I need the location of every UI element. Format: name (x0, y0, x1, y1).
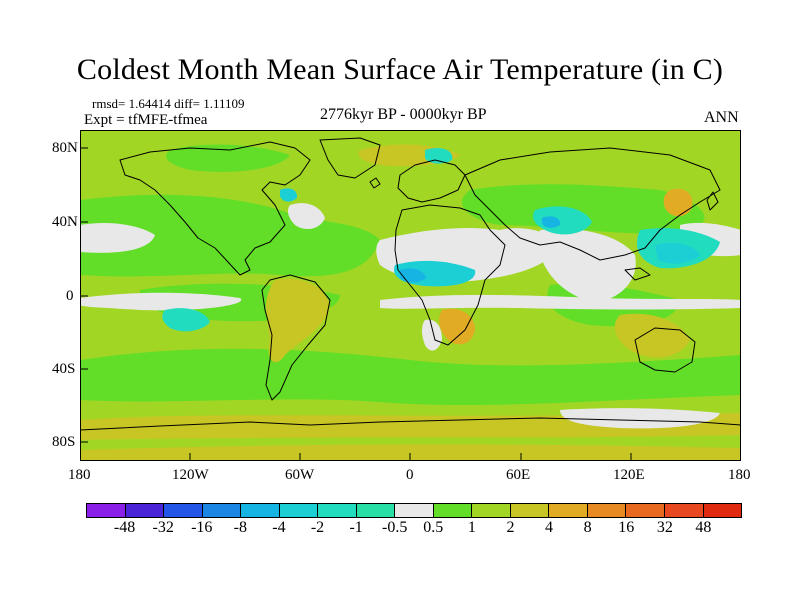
lon-ticks (189, 453, 632, 461)
colorbar-swatch (472, 504, 511, 517)
lat-ticks (80, 147, 88, 443)
lat-label-80s: 80S (52, 434, 76, 450)
temperature-map (80, 130, 741, 461)
colorbar (86, 503, 742, 518)
colorbar-swatch (241, 504, 280, 517)
lon-label-120w: 120W (172, 467, 209, 483)
lon-label-180-east: 180 (728, 467, 751, 483)
experiment-label: Expt = tfMFE-tfmea (84, 112, 208, 128)
colorbar-label: -8 (233, 519, 248, 536)
field-green-zones (80, 144, 741, 405)
colorbar-swatch (664, 504, 704, 517)
colorbar-label: -4 (272, 519, 286, 536)
colorbar-swatch (626, 504, 665, 517)
colorbar-label: 2 (506, 519, 515, 536)
stats-label: rmsd= 1.64414 diff= 1.11109 (92, 96, 245, 111)
lat-label-40s: 40S (52, 361, 76, 377)
colorbar-swatch (395, 504, 434, 517)
colorbar-label: 48 (695, 519, 712, 536)
lat-label-80n: 80N (52, 140, 78, 156)
field-blue-zones (400, 216, 561, 283)
lon-label-180-west: 180 (68, 467, 91, 483)
colorbar-label: -1 (349, 519, 363, 536)
colorbar-label: -2 (310, 519, 325, 536)
colorbar-label: 16 (618, 519, 635, 536)
lon-label-60e: 60E (506, 467, 531, 483)
colorbar-swatch (202, 504, 242, 517)
colorbar-swatch (510, 504, 550, 517)
colorbar-label: 8 (583, 519, 592, 536)
colorbar-label: 1 (467, 519, 476, 536)
colorbar-label: 0.5 (423, 519, 444, 536)
colorbar-swatch (356, 504, 396, 517)
colorbar-swatch (318, 504, 357, 517)
colorbar-swatch (164, 504, 203, 517)
colorbar-swatch (87, 504, 126, 517)
colorbar-label: -48 (113, 519, 136, 536)
plot-title: Coldest Month Mean Surface Air Temperatu… (76, 53, 724, 86)
colorbar-swatch (549, 504, 588, 517)
lon-label-0: 0 (406, 467, 414, 483)
coastlines (80, 137, 741, 431)
colorbar-label: 32 (656, 519, 673, 536)
colorbar-swatch (703, 504, 742, 517)
time-period-label: 2776kyr BP - 0000kyr BP (320, 106, 487, 123)
season-label: ANN (704, 109, 739, 126)
colorbar-swatch (279, 504, 319, 517)
colorbar-swatch (433, 504, 473, 517)
colorbar-label: -32 (152, 519, 174, 536)
colorbar-label: -16 (191, 519, 213, 536)
colorbar-swatch (125, 504, 165, 517)
lat-label-0: 0 (66, 288, 74, 304)
field-orange-zones (439, 188, 693, 345)
lon-label-60w: 60W (285, 467, 315, 483)
colorbar-label: -0.5 (382, 519, 408, 536)
colorbar-label: 4 (545, 519, 554, 536)
lon-label-120e: 120E (613, 467, 645, 483)
colorbar-swatch (587, 504, 627, 517)
lat-label-40n: 40N (52, 214, 78, 230)
